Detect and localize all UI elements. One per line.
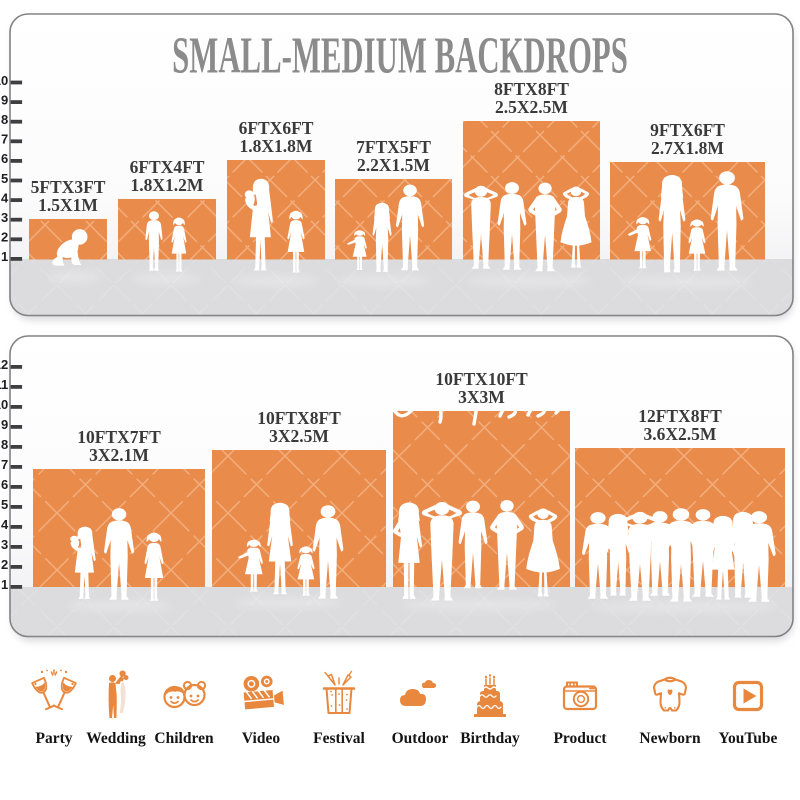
svg-text:2: 2 bbox=[1, 230, 8, 245]
svg-text:2.5X2.5M: 2.5X2.5M bbox=[495, 97, 568, 117]
svg-text:1.8X1.8M: 1.8X1.8M bbox=[240, 136, 313, 156]
svg-text:Festival: Festival bbox=[313, 730, 365, 747]
svg-text:4: 4 bbox=[1, 517, 9, 532]
svg-text:6: 6 bbox=[1, 477, 8, 492]
svg-text:8: 8 bbox=[1, 437, 8, 452]
svg-text:12FTX8FT: 12FTX8FT bbox=[638, 406, 722, 426]
svg-text:Birthday: Birthday bbox=[460, 730, 520, 747]
svg-text:1.5X1M: 1.5X1M bbox=[38, 195, 98, 215]
svg-text:11: 11 bbox=[0, 377, 8, 392]
svg-text:2.7X1.8M: 2.7X1.8M bbox=[651, 138, 724, 158]
svg-text:2: 2 bbox=[1, 557, 8, 572]
svg-text:1: 1 bbox=[1, 249, 8, 264]
svg-text:6: 6 bbox=[1, 151, 8, 166]
svg-text:2.2X1.5M: 2.2X1.5M bbox=[357, 155, 430, 175]
svg-text:YouTube: YouTube bbox=[719, 730, 778, 747]
svg-text:3: 3 bbox=[1, 537, 8, 552]
svg-text:1: 1 bbox=[1, 577, 8, 592]
svg-text:10FTX8FT: 10FTX8FT bbox=[257, 408, 341, 428]
svg-text:12: 12 bbox=[0, 357, 8, 372]
svg-text:Wedding: Wedding bbox=[86, 730, 146, 747]
svg-text:9: 9 bbox=[1, 92, 8, 107]
svg-text:7: 7 bbox=[1, 132, 8, 147]
svg-text:9: 9 bbox=[1, 417, 8, 432]
svg-text:1.8X1.2M: 1.8X1.2M bbox=[131, 175, 204, 195]
svg-text:7: 7 bbox=[1, 457, 8, 472]
svg-text:8FTX8FT: 8FTX8FT bbox=[494, 79, 569, 99]
svg-text:Product: Product bbox=[553, 730, 607, 747]
svg-text:5: 5 bbox=[1, 497, 8, 512]
svg-text:8: 8 bbox=[1, 112, 8, 127]
svg-text:10FTX10FT: 10FTX10FT bbox=[435, 369, 528, 389]
svg-text:3.6X2.5M: 3.6X2.5M bbox=[644, 424, 717, 444]
svg-text:Video: Video bbox=[242, 730, 280, 747]
svg-text:Party: Party bbox=[35, 730, 72, 747]
svg-text:Newborn: Newborn bbox=[639, 730, 701, 747]
svg-text:3: 3 bbox=[1, 210, 8, 225]
svg-text:10: 10 bbox=[0, 73, 8, 88]
svg-text:5FTX3FT: 5FTX3FT bbox=[31, 177, 106, 197]
svg-text:7FTX5FT: 7FTX5FT bbox=[356, 137, 431, 157]
svg-text:9FTX6FT: 9FTX6FT bbox=[650, 120, 725, 140]
svg-text:3X3M: 3X3M bbox=[458, 387, 505, 407]
svg-text:3X2.1M: 3X2.1M bbox=[89, 445, 149, 465]
svg-text:10FTX7FT: 10FTX7FT bbox=[77, 427, 161, 447]
svg-text:Children: Children bbox=[154, 730, 214, 747]
svg-text:6FTX6FT: 6FTX6FT bbox=[239, 118, 314, 138]
svg-text:5: 5 bbox=[1, 171, 8, 186]
svg-text:3X2.5M: 3X2.5M bbox=[269, 426, 329, 446]
svg-text:4: 4 bbox=[1, 190, 9, 205]
svg-text:6FTX4FT: 6FTX4FT bbox=[130, 157, 205, 177]
svg-text:10: 10 bbox=[0, 397, 8, 412]
svg-text:Outdoor: Outdoor bbox=[392, 730, 449, 747]
svg-text:SMALL-MEDIUM BACKDROPS: SMALL-MEDIUM BACKDROPS bbox=[172, 27, 628, 84]
